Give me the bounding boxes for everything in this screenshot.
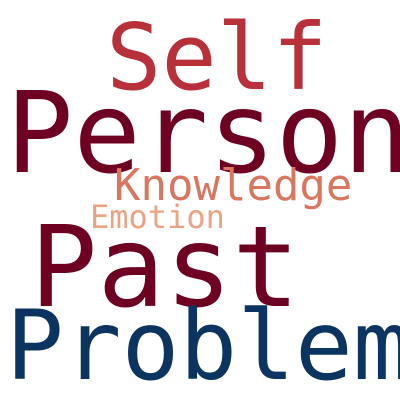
- word-emotion: Emotion: [90, 198, 225, 236]
- word-knowledge: Knowledge: [114, 160, 353, 211]
- word-person: Person: [6, 69, 400, 199]
- word-past: Past: [30, 203, 300, 333]
- word-problem: Problem: [6, 290, 400, 402]
- word-self: Self: [106, 4, 328, 111]
